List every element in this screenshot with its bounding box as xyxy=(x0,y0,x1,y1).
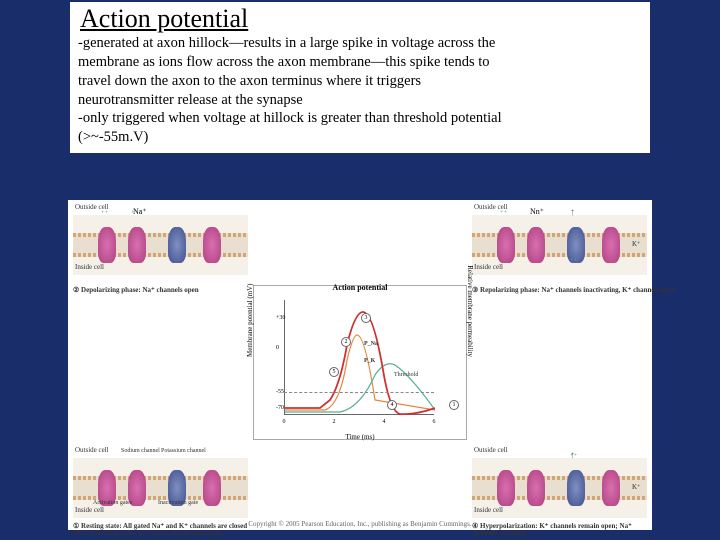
chart-marker: 5 xyxy=(329,367,339,377)
chart-svg xyxy=(285,300,435,415)
panel-resting: Outside cell Sodium channel Potassium ch… xyxy=(73,448,248,523)
panel-depolarizing: Outside cell Na⁺ ⁺⁺ ⁺⁺⁺ ⁺ ⁺ Inside cell … xyxy=(73,205,248,280)
x-tick: 6 xyxy=(433,419,436,425)
body-line: (>~-55m.V) xyxy=(78,128,642,147)
panel-title: Depolarizing phase: Na⁺ channels open xyxy=(81,286,199,294)
body-line: neurotransmitter release at the synapse xyxy=(78,91,642,110)
header-block: Action potential -generated at axon hill… xyxy=(0,0,720,153)
pk-curve xyxy=(285,364,435,412)
y-tick: 0 xyxy=(276,345,279,351)
pna-label: P_Na xyxy=(364,341,378,347)
outside-label: Outside cell xyxy=(75,446,109,454)
x-tick: 2 xyxy=(333,419,336,425)
outside-label: Outside cell xyxy=(474,446,508,454)
threshold-line xyxy=(284,392,434,393)
panel-repolarizing: Outside cell Nn⁺ K⁺ ⁺⁺ ⁺⁺ ↑ Inside cell … xyxy=(472,205,647,280)
y-tick: -55 xyxy=(276,389,284,395)
y-axis-label: Membrane potential (mV) xyxy=(246,283,254,356)
chart-marker: 1 xyxy=(449,400,459,410)
y-tick: +30 xyxy=(276,315,285,321)
k-label: K⁺ xyxy=(632,240,641,248)
inactivation-label: Inactivation gate xyxy=(158,500,198,506)
inside-label: Inside cell xyxy=(75,506,104,514)
diagram-area: Outside cell Na⁺ ⁺⁺ ⁺⁺⁺ ⁺ ⁺ Inside cell … xyxy=(68,200,652,530)
copyright-text: Copyright © 2005 Pearson Education, Inc.… xyxy=(248,520,471,528)
x-tick: 4 xyxy=(383,419,386,425)
chart-marker: 4 xyxy=(387,400,397,410)
y-tick: -70 xyxy=(276,405,284,411)
na-label: Nn⁺ xyxy=(530,207,544,216)
body-line: -generated at axon hillock—results in a … xyxy=(78,34,642,53)
action-potential-chart: Action potential Membrane potential (mV)… xyxy=(253,285,467,440)
panel-title: Hyperpolarization: K⁺ channels remain op… xyxy=(472,522,632,537)
chart-marker: 2 xyxy=(341,337,351,347)
panel-title: Resting state: All gated Na⁺ and K⁺ chan… xyxy=(73,522,247,537)
slide-title: Action potential xyxy=(78,4,250,33)
panel-title: Repolarizing phase: Na⁺ channels inactiv… xyxy=(480,286,675,294)
chart-marker: 3 xyxy=(361,313,371,323)
body-line: membrane as ions flow across the axon me… xyxy=(78,53,642,72)
potassium-ch-label: Potassium channel xyxy=(161,448,206,454)
body-text: -generated at axon hillock—results in a … xyxy=(78,34,642,147)
inside-label: Inside cell xyxy=(474,263,503,271)
y-axis-right-label: Relative membrane permeability xyxy=(466,265,474,357)
body-line: travel down the axon to the axon terminu… xyxy=(78,72,642,91)
k-label: K⁺ xyxy=(632,483,641,491)
threshold-label: Threshold xyxy=(394,372,418,378)
sodium-ch-label: Sodium channel xyxy=(121,448,160,454)
inside-label: Inside cell xyxy=(474,506,503,514)
chart-title: Action potential xyxy=(333,283,388,292)
slide: Action potential -generated at axon hill… xyxy=(0,0,720,540)
body-line: -only triggered when voltage at hillock … xyxy=(78,109,642,128)
inside-label: Inside cell xyxy=(75,263,104,271)
panel-hyperpolarization: Outside cell K⁺ ⁺⁺ ↑ Inside cell ④ Hyper… xyxy=(472,448,647,523)
x-axis-label: Time (ms) xyxy=(345,433,374,441)
pk-label: P_K xyxy=(364,358,375,364)
x-tick: 0 xyxy=(283,419,286,425)
